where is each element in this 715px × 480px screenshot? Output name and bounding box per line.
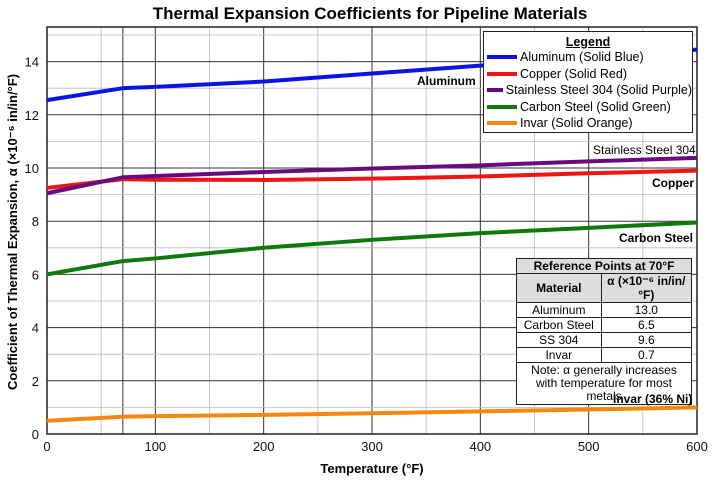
axis-ticks: 0 100 200 300 400 500 600 0 2 4 6 8 10 12 14 (25, 55, 708, 454)
legend-swatch (487, 121, 517, 126)
label-copper: Copper (652, 176, 694, 190)
cell: Carbon Steel (516, 317, 602, 333)
legend-swatch (487, 55, 517, 60)
y-tick-label: 8 (32, 214, 39, 229)
table-row: Carbon Steel 6.5 (516, 317, 693, 333)
label-aluminum: Aluminum (417, 74, 476, 88)
legend-swatch (487, 88, 503, 93)
table-row: Invar 0.7 (516, 347, 693, 363)
table-row: Aluminum 13.0 (516, 302, 693, 318)
plot-frame (46, 26, 698, 435)
label-stainless: Stainless Steel 304 (593, 143, 696, 157)
chart-title: Thermal Expansion Coefficients for Pipel… (153, 4, 588, 23)
reference-table-title: Reference Points at 70°F (516, 258, 692, 274)
x-tick-label: 200 (253, 439, 275, 454)
legend: Legend Aluminum (Solid Blue) Copper (Soli… (483, 31, 693, 133)
header-alpha: α (×10⁻⁶ in/in/°F) (600, 273, 693, 303)
y-tick-label: 6 (32, 267, 39, 282)
x-tick-label: 100 (144, 439, 166, 454)
x-axis-label: Temperature (°F) (320, 461, 423, 476)
reference-table: Reference Points at 70°F Material α (×10⁻… (516, 258, 693, 405)
y-tick-label: 0 (32, 427, 39, 442)
y-tick-label: 2 (32, 374, 39, 389)
legend-label: Copper (Solid Red) (520, 66, 627, 81)
legend-label: Stainless Steel 304 (Solid Purple) (505, 83, 692, 98)
cell: 6.5 (600, 317, 693, 333)
series-line-invar-36-ni- (46, 405, 698, 423)
cell: 13.0 (600, 302, 693, 318)
table-row: SS 304 9.6 (516, 332, 693, 348)
series-lines (46, 47, 698, 423)
legend-label: Carbon Steel (Solid Green) (520, 99, 671, 114)
table-note: Note: α generally increases with tempera… (516, 362, 692, 405)
x-tick-label: 600 (686, 439, 708, 454)
label-invar: Invar (36% Ni) (613, 392, 693, 406)
cell: Aluminum (516, 302, 602, 318)
cell: Invar (516, 347, 602, 363)
y-tick-label: 10 (25, 161, 39, 176)
legend-swatch (487, 71, 517, 76)
y-tick-label: 12 (25, 108, 39, 123)
legend-item: Copper (Solid Red) (484, 66, 692, 83)
legend-item: Invar (Solid Orange) (484, 115, 692, 132)
cell: 0.7 (600, 347, 693, 363)
x-tick-label: 300 (361, 439, 383, 454)
legend-label: Aluminum (Solid Blue) (520, 50, 644, 65)
legend-item: Aluminum (Solid Blue) (484, 49, 692, 66)
label-carbon-steel: Carbon Steel (619, 231, 694, 245)
legend-swatch (487, 104, 517, 109)
y-axis-label: Coefficient of Thermal Expansion, α (×10… (5, 74, 20, 390)
header-material: Material (516, 273, 602, 303)
legend-item: Stainless Steel 304 (Solid Purple) (484, 82, 692, 99)
x-tick-label: 0 (43, 439, 50, 454)
y-tick-label: 4 (32, 321, 39, 336)
legend-item: Carbon Steel (Solid Green) (484, 99, 692, 116)
legend-label: Invar (Solid Orange) (520, 116, 633, 131)
legend-title: Legend (565, 35, 611, 49)
cell: SS 304 (516, 332, 602, 348)
series-line-copper (46, 168, 698, 190)
series-line-stainless-steel-304 (46, 155, 698, 196)
cell: 9.6 (600, 332, 693, 348)
x-tick-label: 500 (578, 439, 600, 454)
y-tick-label: 14 (25, 55, 39, 70)
x-tick-label: 400 (469, 439, 491, 454)
series-line-carbon-steel (46, 220, 698, 277)
